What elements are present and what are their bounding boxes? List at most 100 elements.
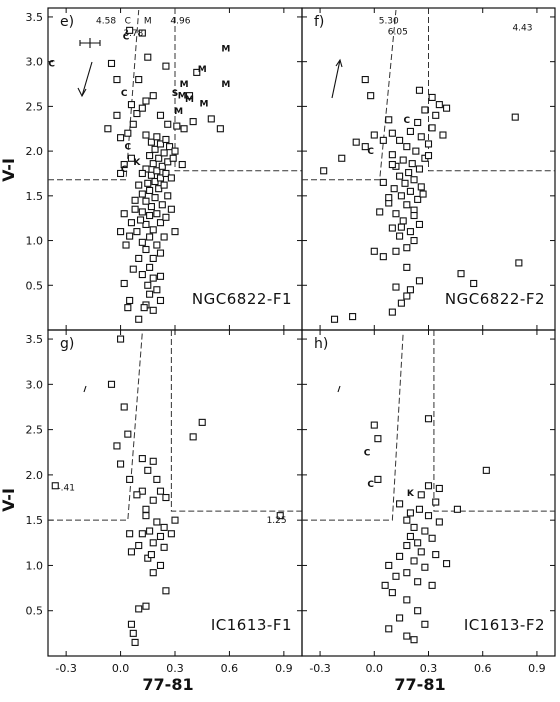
data-point [117,169,125,178]
data-point [156,561,165,569]
data-point [417,183,425,191]
data-point [428,93,436,101]
data-point [338,154,346,162]
data-point [379,253,387,261]
boundary-vertical [433,330,555,512]
data-point [127,154,136,162]
data-point [403,244,411,252]
data-point [138,455,146,463]
data-point [149,92,157,100]
data-point [142,165,150,173]
panel-frame [47,329,303,657]
data-point [126,475,134,483]
data-point [417,548,425,556]
data-point [113,76,121,84]
data-point [415,505,424,513]
data-point [153,167,161,175]
letter-mark: C [367,480,374,490]
data-point [432,551,440,559]
data-point [396,614,404,622]
letter-mark: C [123,33,130,43]
data-point [160,523,168,531]
data-point [173,122,181,130]
y-tick-label: 2.5 [26,100,44,113]
data-point [388,308,396,316]
data-point [403,541,411,550]
data-point [410,211,418,220]
data-point [414,607,422,615]
data-point [156,487,165,495]
data-point [410,557,418,565]
data-point [162,135,170,144]
data-point [142,131,150,139]
off-scale-note: 5.30 [379,17,399,27]
data-point [138,238,146,246]
data-point [120,403,128,411]
data-point [421,106,429,114]
letter-mark: C [367,147,374,157]
data-point [435,484,443,493]
x-tick-label: 0.6 [221,662,239,675]
data-point [428,581,436,589]
data-point [153,475,161,483]
data-point [198,418,206,426]
data-point [124,129,132,137]
data-point [117,460,125,468]
data-point [428,124,436,132]
data-point [146,290,154,298]
data-point [149,254,157,262]
data-point [171,147,179,155]
data-point [435,101,443,109]
data-point [117,335,125,343]
data-point [135,254,143,262]
data-point [153,241,161,249]
data-point [406,228,414,236]
data-point [414,578,422,586]
data-point [403,569,411,577]
data-point [142,245,150,254]
letter-mark: M [200,100,209,110]
data-point [135,605,143,613]
data-point [432,111,440,119]
data-point [126,232,134,240]
data-point [153,133,161,141]
data-point [167,174,175,182]
off-scale-note: 3.78 [123,29,143,39]
data-point [417,491,425,499]
data-point [185,92,194,100]
data-point [156,532,165,541]
reddening-arrow-f1 [77,61,93,98]
data-point [149,496,157,504]
data-point [135,76,143,84]
data-point [424,415,433,423]
letter-mark: K [407,489,415,499]
data-point [415,86,424,94]
data-point [403,143,411,151]
letter-mark: C [48,59,55,69]
data-point [158,162,166,170]
data-point [146,211,154,220]
panel-field-label: IC1613-F1 [211,616,292,634]
data-point [153,518,161,526]
data-point [388,160,396,169]
y-tick-label: 2.5 [26,424,44,437]
off-scale-note: 4.96 [170,17,190,27]
letter-mark: C [404,116,411,126]
data-point [138,190,146,198]
data-point [126,26,134,34]
data-point [131,196,139,204]
data-point [142,97,150,105]
letter-mark: K [133,158,141,168]
data-point [127,548,136,556]
data-point [385,561,393,569]
data-point [156,272,165,280]
data-point [414,118,422,127]
y-tick-label: 1.0 [26,559,44,572]
data-point [147,138,155,146]
data-point [166,143,174,151]
data-point [142,602,150,610]
data-point [415,165,424,173]
data-point [385,116,393,124]
data-point [155,185,163,193]
data-point [167,205,175,213]
